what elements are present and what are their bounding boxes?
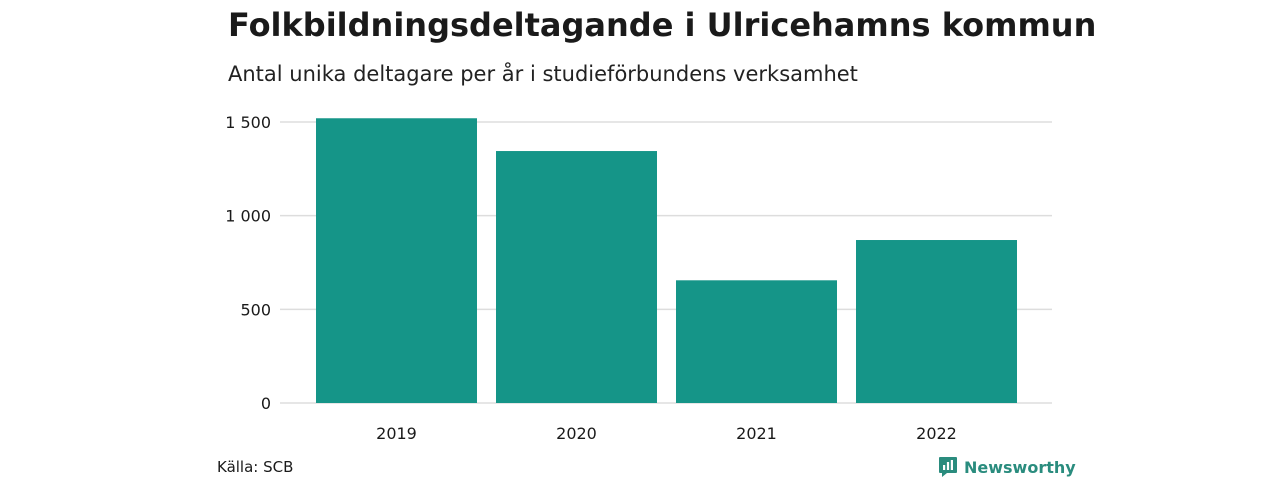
y-tick-label: 1 500: [225, 113, 271, 132]
x-tick-label: 2022: [916, 424, 957, 443]
chart-title: Folkbildningsdeltagande i Ulricehamns ko…: [228, 6, 1097, 44]
x-tick-label: 2020: [556, 424, 597, 443]
y-axis-labels: 0 500 1 000 1 500: [225, 113, 271, 413]
x-axis-labels: 2019 2020 2021 2022: [376, 424, 957, 443]
y-tick-label: 500: [240, 300, 271, 319]
bar-2022: [856, 240, 1017, 403]
source-note: Källa: SCB: [217, 458, 294, 476]
bar-2019: [316, 118, 477, 404]
bar-2021: [676, 280, 837, 403]
bars: [316, 118, 1017, 404]
y-tick-label: 0: [261, 394, 271, 413]
brand-name: Newsworthy: [964, 457, 1076, 477]
x-tick-label: 2021: [736, 424, 777, 443]
x-tick-label: 2019: [376, 424, 417, 443]
bar-2020: [496, 151, 657, 403]
y-tick-label: 1 000: [225, 207, 271, 226]
newsworthy-logo-icon: [939, 457, 957, 477]
chart-subtitle: Antal unika deltagare per år i studieför…: [228, 62, 858, 86]
newsworthy-brand[interactable]: Newsworthy: [938, 456, 1076, 478]
